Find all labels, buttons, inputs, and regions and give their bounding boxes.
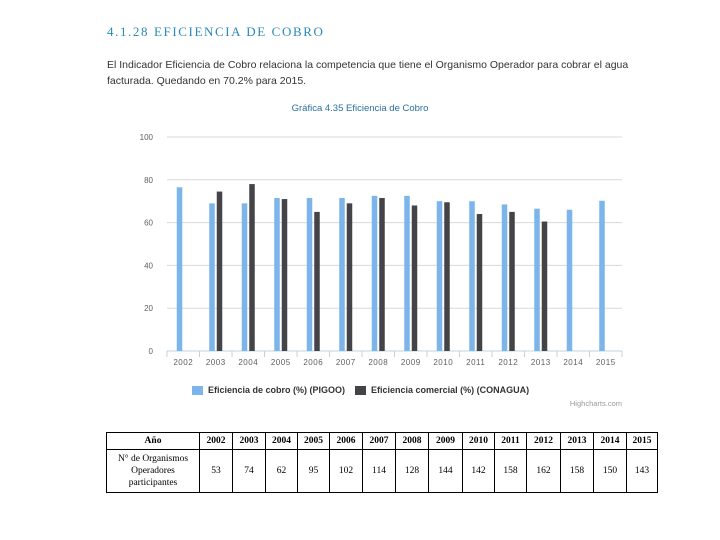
bar-conagua[interactable] <box>216 191 223 351</box>
legend-swatch-pigoo <box>192 385 203 395</box>
section-title: 4.1.28 EFICIENCIA DE COBRO <box>107 24 325 39</box>
legend-item-conagua[interactable]: Eficiencia comercial (%) (CONAGUA) <box>355 385 529 395</box>
bar-pigoo[interactable] <box>209 203 215 351</box>
bar-pigoo[interactable] <box>404 195 410 351</box>
bar-conagua[interactable] <box>411 205 418 351</box>
table-header-year: 2007 <box>362 432 396 450</box>
x-tick-label: 2003 <box>206 358 226 367</box>
y-tick-label: 60 <box>144 219 153 228</box>
bar-conagua[interactable] <box>249 184 255 351</box>
table-cell-value: 114 <box>362 449 396 493</box>
table-header-year: 2012 <box>526 432 561 450</box>
table-cell-value: 162 <box>526 449 561 493</box>
y-tick-label: 0 <box>149 347 154 356</box>
x-tick-label: 2011 <box>466 358 485 367</box>
legend-swatch-conagua <box>355 385 367 395</box>
legend-label-conagua: Eficiencia comercial (%) (CONAGUA) <box>371 385 530 395</box>
x-tick-label: 2005 <box>271 358 291 367</box>
table-header-year: 2010 <box>462 432 495 450</box>
bar-pigoo[interactable] <box>469 201 475 351</box>
table-cell-value: 53 <box>199 449 233 493</box>
table-header-year: 2006 <box>329 432 363 450</box>
bar-conagua[interactable] <box>281 199 288 351</box>
bar-pigoo[interactable] <box>371 195 378 351</box>
table-header-row: Año 2002 2003 2004 2005 2006 2007 2008 2009 2010… <box>106 432 658 450</box>
x-tick-label: 2009 <box>401 358 421 367</box>
bar-conagua[interactable] <box>314 211 320 351</box>
bar-pigoo[interactable] <box>566 209 573 351</box>
table-cell-value: 158 <box>560 449 594 493</box>
x-tick-label: 2006 <box>303 358 323 367</box>
table-header-year: 2005 <box>297 432 330 450</box>
bar-pigoo[interactable] <box>241 203 248 351</box>
bar-conagua[interactable] <box>509 211 515 351</box>
table-row: N° de Organismos Operadores participante… <box>106 449 658 493</box>
chart-caption: Gráfica 4.35 Eficiencia de Cobro <box>291 103 429 114</box>
x-tick-label: 2012 <box>498 358 518 367</box>
bar-pigoo[interactable] <box>274 197 280 351</box>
table-header-year: 2014 <box>593 432 627 450</box>
bar-pigoo[interactable] <box>339 197 345 351</box>
bar-pigoo[interactable] <box>534 208 540 351</box>
bar-conagua[interactable] <box>444 202 450 351</box>
table-cell-value: 144 <box>428 449 463 493</box>
table-header-year: 2015 <box>626 432 658 450</box>
participants-table: Año 2002 2003 2004 2005 2006 2007 2008 2009 2010… <box>106 432 658 493</box>
table-cell-value: 102 <box>329 449 363 493</box>
table-cell-value: 128 <box>395 449 429 493</box>
legend-item-pigoo[interactable]: Eficiencia de cobro (%) (PIGOO) <box>192 385 345 395</box>
bar-conagua[interactable] <box>541 221 548 351</box>
y-tick-label: 100 <box>140 133 154 142</box>
bar-pigoo[interactable] <box>501 204 508 351</box>
y-tick-label: 20 <box>144 304 153 313</box>
x-tick-label: 2007 <box>336 358 356 367</box>
x-tick-label: 2014 <box>563 358 583 367</box>
bar-chart: 0 20 40 60 80 100 2002 2003 2004 2005 2006 2007 2008… <box>140 133 623 367</box>
table-header-year: 2009 <box>428 432 463 450</box>
table-header-year-label: Año <box>106 432 200 450</box>
table-cell-value: 158 <box>494 449 527 493</box>
x-tick-label: 2015 <box>596 358 616 367</box>
table-cell-value: 150 <box>593 449 627 493</box>
bar-conagua[interactable] <box>346 203 353 351</box>
table-cell-value: 74 <box>232 449 266 493</box>
intro-paragraph: El Indicador Eficiencia de Cobro relacio… <box>107 59 629 87</box>
bar-conagua[interactable] <box>476 214 483 351</box>
table-header-year: 2008 <box>395 432 429 450</box>
x-tick-label: 2008 <box>368 358 388 367</box>
table-header-year: 2003 <box>232 432 266 450</box>
x-tick-label: 2002 <box>173 358 193 367</box>
table-header-year: 2013 <box>560 432 594 450</box>
table-cell-value: 95 <box>297 449 330 493</box>
bar-pigoo[interactable] <box>306 197 313 351</box>
bar-pigoo[interactable] <box>176 187 183 351</box>
table-row-label: N° de Organismos Operadores participante… <box>106 449 200 493</box>
table-header-year: 2004 <box>265 432 298 450</box>
chart-legend: Eficiencia de cobro (%) (PIGOO) Eficienc… <box>192 385 539 395</box>
y-tick-label: 40 <box>144 261 153 270</box>
table-cell-value: 62 <box>265 449 298 493</box>
bar-pigoo[interactable] <box>599 200 605 351</box>
y-tick-label: 80 <box>144 176 153 185</box>
x-tick-label: 2010 <box>433 358 453 367</box>
bar-conagua[interactable] <box>379 197 385 351</box>
table-cell-value: 142 <box>462 449 495 493</box>
table-cell-value: 143 <box>626 449 658 493</box>
table-header-year: 2011 <box>494 432 527 450</box>
x-tick-label: 2004 <box>238 358 258 367</box>
x-tick-label: 2013 <box>531 358 551 367</box>
chart-credit[interactable]: Highcharts.com <box>569 399 622 408</box>
table-header-year: 2002 <box>199 432 233 450</box>
bar-pigoo[interactable] <box>436 201 443 351</box>
legend-label-pigoo: Eficiencia de cobro (%) (PIGOO) <box>208 385 346 395</box>
